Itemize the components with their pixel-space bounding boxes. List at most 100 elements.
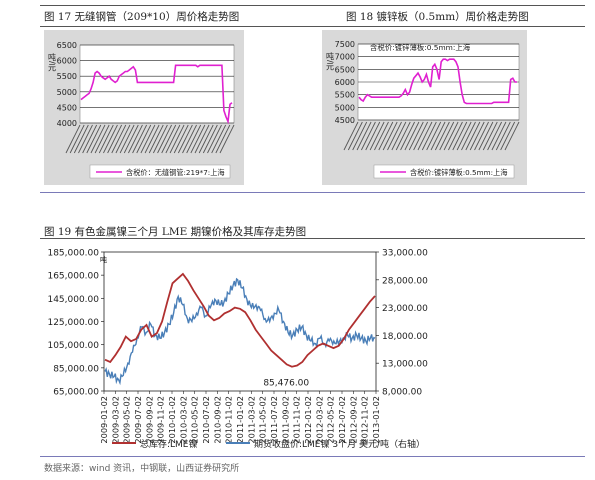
fig19-xtick-label: 2013-01-02 [371, 396, 381, 444]
fig17-xtick-mark [157, 124, 172, 154]
fig18-xtick-mark [421, 121, 437, 151]
fig19-xtick-label: 2010-05-02 [190, 396, 200, 444]
fig18-legend-box [373, 164, 515, 179]
fig19-left-tick-label: 65,000.00 [53, 388, 99, 398]
fig19-series-price [104, 277, 376, 386]
fig17-ytick-label: 4500 [57, 103, 77, 112]
fig18-xtick-mark [434, 121, 450, 151]
fig19-xtick-label: 2009-03-02 [110, 396, 120, 444]
fig17-xtick-mark [111, 124, 127, 154]
fig17-ytick-label: 5500 [57, 72, 77, 81]
fig18-panel: 7500 7000 6500 6000 5500 5000 4500 吨/元 含税价:镀锌薄板:… [322, 30, 527, 185]
fig17-xtick-mark [165, 124, 181, 154]
fig17-xtick-mark [190, 124, 206, 154]
fig18-xtick-mark [443, 121, 459, 151]
fig17-xtick-mark [182, 124, 197, 154]
fig18-xtick-mark [382, 121, 398, 151]
fig18-title: 图 18 镀锌板（0.5mm）周价格走势图 [346, 11, 529, 23]
fig17-xtick-mark [215, 124, 231, 154]
fig18-xtick-mark [361, 121, 376, 151]
fig18-xtick-mark [448, 121, 463, 151]
fig19-xtick-label: 2010-11-02 [224, 396, 234, 444]
fig19-right-tick-label: 18,000.00 [382, 332, 428, 342]
fig17-xtick-mark [94, 124, 110, 154]
fig18-ytick-label: 5500 [335, 91, 355, 100]
fig18-xtick-mark [365, 121, 381, 151]
fig17-xtick-mark [115, 124, 131, 154]
fig19-series-stock [104, 272, 376, 368]
fig18-xtick-mark [426, 121, 442, 151]
fig17-xtick-mark [169, 124, 185, 154]
fig19-right-tick-label: 8,000.00 [382, 388, 422, 398]
fig17-xtick-mark [173, 124, 189, 154]
fig17-ytick-label: 5000 [57, 88, 77, 97]
fig17-xtick-mark [148, 124, 164, 154]
fig17-xtick-mark [144, 124, 160, 154]
fig17-xtick-mark [198, 124, 214, 154]
fig17-plot-area [79, 44, 235, 124]
fig17-xtick-mark [177, 124, 193, 154]
fig18-xtick-mark [374, 121, 389, 151]
source-note: 数据来源：wind 资讯，中钢联，山西证券研究所 [44, 464, 240, 474]
fig19-left-unit: 吨 [100, 255, 107, 264]
fig19-left-tick-label: 165,000.00 [47, 272, 99, 282]
fig18-xtick-mark [400, 121, 415, 151]
fig17-xtick-mark [153, 124, 168, 154]
fig17-chart: 6500 6000 5500 5000 4500 4000 吨/元含税价：无缝钢管:219*… [48, 41, 235, 179]
fig19-left-tick-label: 185,000.00 [47, 249, 99, 259]
fig17-xtick-mark [207, 124, 222, 154]
fig19-right-tick-label: 28,000.00 [382, 276, 428, 286]
fig18-xtick-mark [482, 121, 498, 151]
fig18-xtick-mark [474, 121, 489, 151]
fig18-xtick-mark [356, 121, 372, 151]
fig19-xtick-label: 2010-09-02 [212, 396, 222, 444]
fig18-xtick-mark [387, 121, 402, 151]
fig17-xtick-mark [136, 124, 152, 154]
fig18-xtick-mark [395, 121, 411, 151]
fig17-xtick-mark [202, 124, 218, 154]
fig18-ytick-label: 4500 [335, 116, 355, 125]
fig18-ytick-label: 7000 [335, 53, 355, 62]
fig19-title: 图 19 有色金属镍三个月 LME 期镍价格及其库存走势图 [44, 226, 307, 238]
fig18-xtick-mark [491, 121, 507, 151]
fig17-xtick-mark [219, 124, 235, 154]
fig19-xtick-label: 2009-09-02 [144, 396, 154, 444]
fig19-left-tick-label: 85,000.00 [53, 364, 99, 374]
fig18-xtick-mark [452, 121, 468, 151]
fig18-legend-label: 含税价:镀锌薄板:0.5mm:上海 [410, 168, 507, 177]
fig19-xtick-label: 2012-03-02 [314, 396, 324, 444]
fig18-xtick-mark [378, 121, 394, 151]
fig19-right-tick-label: 33,000.00 [382, 249, 428, 259]
fig17-panel: 6500 6000 5500 5000 4500 4000 吨/元 含税价：无缝钢管:219*… [44, 30, 244, 185]
fig19-chart: 185,000.00 165,000.00 145,000.00 125,000.00… [47, 249, 428, 451]
fig17-series-line [80, 64, 233, 125]
fig19-xtick-label: 2011-03-02 [246, 396, 256, 444]
fig19-xtick-label: 2012-01-02 [303, 396, 313, 444]
fig18-xtick-mark [352, 121, 368, 151]
fig19-xtick-label: 2009-01-02 [99, 396, 109, 444]
fig18-xtick-mark [413, 121, 429, 151]
fig19-xtick-label: 2011-09-02 [280, 396, 290, 444]
fig17-xtick-mark [86, 124, 102, 154]
fig19-title-rule [40, 238, 585, 239]
top-rule [40, 5, 585, 6]
fig19-xtick-label: 2011-11-02 [292, 396, 302, 444]
fig17-ytick-label: 6500 [57, 41, 77, 50]
fig19-xtick-label: 2011-01-02 [235, 396, 245, 444]
fig17-xtick-mark [119, 124, 135, 154]
fig19-right-tick-label: 23,000.00 [382, 304, 428, 314]
fig19-xtick-label: 2010-01-02 [167, 396, 177, 444]
fig18-chart: 7500700065006000550050004500吨/元含税价:镀锌薄板:… [326, 40, 520, 179]
fig18-xtick-mark [487, 121, 502, 151]
fig19-plot-area [103, 251, 377, 392]
fig18-xtick-mark [478, 121, 494, 151]
fig17-xtick-mark [90, 124, 106, 154]
fig19-legend-label-stock: 总库存:LME镍 [140, 438, 198, 450]
fig19-right-tick-label: 13,000.00 [382, 360, 428, 370]
fig19-xtick-label: 2012-05-02 [326, 396, 336, 444]
bottom-rule [40, 456, 585, 458]
fig17-xtick-mark [82, 124, 98, 154]
fig17-ytick-label: 6000 [57, 57, 77, 66]
fig18-annotation: 含税价:镀锌薄板:0.5mm:上海 [370, 43, 471, 52]
fig17-xtick-mark [103, 124, 118, 154]
